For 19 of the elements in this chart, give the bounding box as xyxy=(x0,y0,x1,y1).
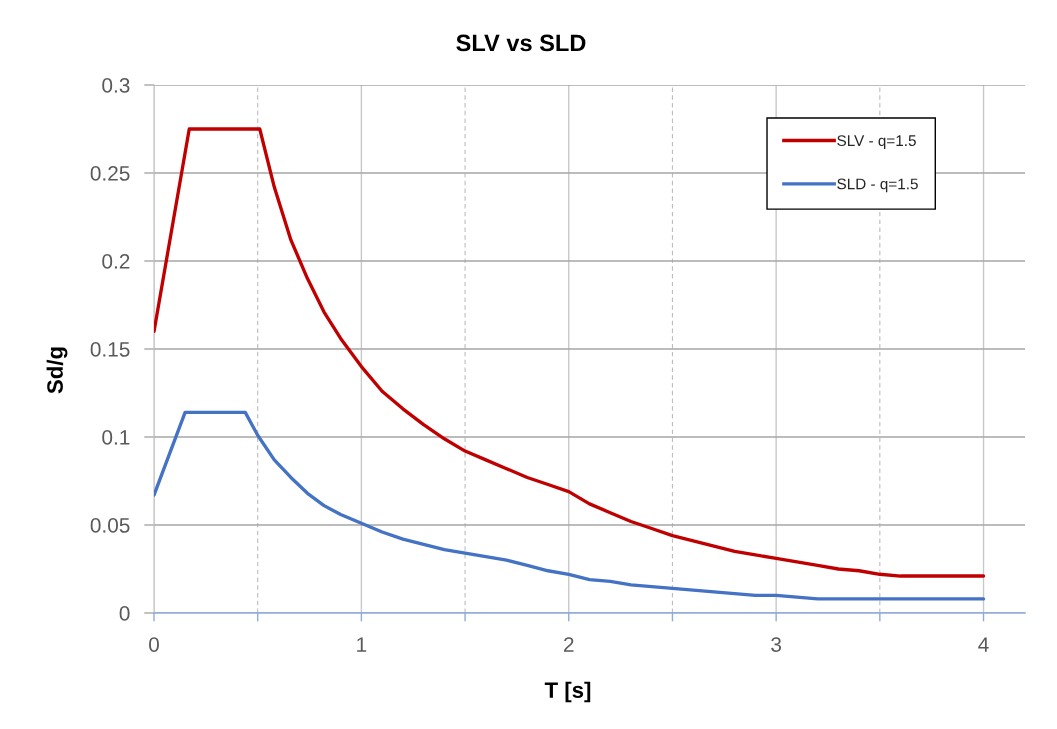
y-tick-label: 0 xyxy=(119,606,130,621)
x-tick-label: 4 xyxy=(978,637,989,652)
line-series xyxy=(154,127,986,578)
x-tick-label: 3 xyxy=(771,637,782,652)
line-series xyxy=(154,410,986,601)
x-tick-label: 2 xyxy=(564,637,574,652)
chart-title: SLV vs SLD xyxy=(456,34,586,52)
y-tick-label: 0.25 xyxy=(90,166,130,181)
x-tick-label: 0 xyxy=(149,637,159,652)
y-tick-label: 0.3 xyxy=(102,78,130,93)
y-tick-label: 0.05 xyxy=(90,518,130,533)
y-tick-label: 0.2 xyxy=(102,254,130,269)
legend-label: SLD - q=1.5 xyxy=(837,178,918,193)
y-axis-title: Sd/g xyxy=(46,347,68,394)
y-tick-label: 0.1 xyxy=(102,430,130,445)
x-tick-label: 1 xyxy=(357,637,367,652)
x-axis-title: T [s] xyxy=(544,681,591,703)
y-tick-label: 0.15 xyxy=(90,342,130,357)
legend-label: SLV - q=1.5 xyxy=(837,135,916,150)
